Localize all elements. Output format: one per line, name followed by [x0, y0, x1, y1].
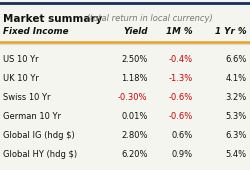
- Text: -1.3%: -1.3%: [169, 74, 193, 83]
- Text: Swiss 10 Yr: Swiss 10 Yr: [3, 93, 50, 102]
- Text: 1.18%: 1.18%: [121, 74, 148, 83]
- Text: 0.6%: 0.6%: [172, 131, 193, 140]
- Text: Global HY (hdg $): Global HY (hdg $): [3, 150, 77, 159]
- Text: 1 Yr %: 1 Yr %: [216, 27, 247, 36]
- Text: 2.50%: 2.50%: [121, 55, 148, 64]
- Text: 3.2%: 3.2%: [226, 93, 247, 102]
- Text: (total return in local currency): (total return in local currency): [84, 14, 213, 23]
- Text: Market summary: Market summary: [3, 14, 102, 24]
- Text: 4.1%: 4.1%: [226, 74, 247, 83]
- Text: Fixed Income: Fixed Income: [3, 27, 68, 36]
- Text: -0.6%: -0.6%: [169, 112, 193, 121]
- Text: UK 10 Yr: UK 10 Yr: [3, 74, 39, 83]
- Text: 2.80%: 2.80%: [121, 131, 148, 140]
- Text: US 10 Yr: US 10 Yr: [3, 55, 38, 64]
- Text: 6.3%: 6.3%: [226, 131, 247, 140]
- Text: -0.4%: -0.4%: [169, 55, 193, 64]
- Text: Global IG (hdg $): Global IG (hdg $): [3, 131, 75, 140]
- Text: 6.6%: 6.6%: [226, 55, 247, 64]
- Text: -0.30%: -0.30%: [118, 93, 148, 102]
- Text: -0.6%: -0.6%: [169, 93, 193, 102]
- Text: 0.9%: 0.9%: [172, 150, 193, 159]
- Text: 5.3%: 5.3%: [226, 112, 247, 121]
- Text: German 10 Yr: German 10 Yr: [3, 112, 61, 121]
- Text: 5.4%: 5.4%: [226, 150, 247, 159]
- Text: 1M %: 1M %: [166, 27, 193, 36]
- Text: 0.01%: 0.01%: [121, 112, 148, 121]
- Text: Yield: Yield: [123, 27, 148, 36]
- Text: 6.20%: 6.20%: [121, 150, 148, 159]
